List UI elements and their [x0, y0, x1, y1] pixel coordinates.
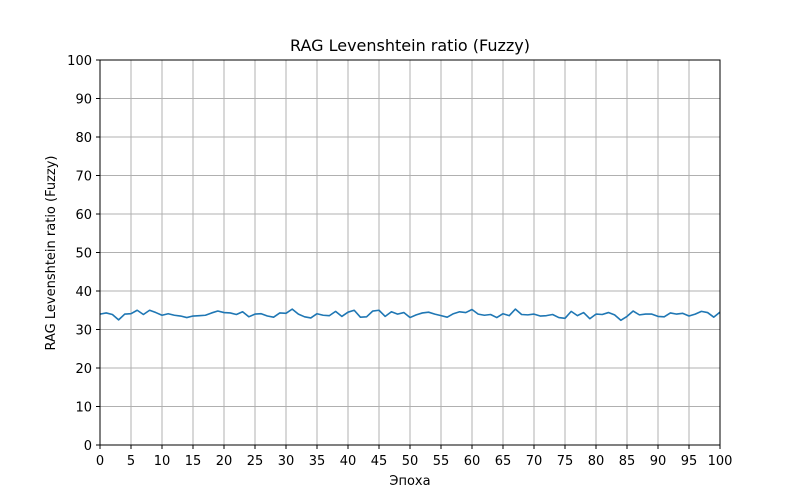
x-tick-label: 40	[340, 454, 357, 469]
x-axis-label: Эпоха	[389, 474, 430, 489]
x-tick-label: 50	[402, 454, 419, 469]
y-tick-label: 100	[67, 54, 92, 69]
x-tick-label: 80	[588, 454, 605, 469]
y-axis-label: RAG Levenshtein ratio (Fuzzy)	[44, 155, 59, 350]
y-tick-label: 20	[75, 362, 92, 377]
x-tick-label: 25	[247, 454, 264, 469]
x-tick-label: 65	[495, 454, 512, 469]
y-tick-label: 90	[75, 93, 92, 108]
y-tick-label: 0	[84, 439, 92, 454]
y-tick-label: 60	[75, 208, 92, 223]
x-tick-label: 0	[96, 454, 104, 469]
x-tick-label: 75	[557, 454, 574, 469]
x-tick-label: 30	[278, 454, 295, 469]
x-tick-label: 95	[681, 454, 698, 469]
x-tick-label: 20	[216, 454, 233, 469]
x-tick-label: 5	[127, 454, 135, 469]
x-tick-label: 70	[526, 454, 543, 469]
x-tick-label: 85	[619, 454, 636, 469]
y-tick-label: 70	[75, 170, 92, 185]
series-line	[99, 308, 721, 322]
y-tick-label: 40	[75, 285, 92, 300]
x-tick-label: 55	[433, 454, 450, 469]
y-tick-label: 80	[75, 131, 92, 146]
x-tick-label: 10	[154, 454, 171, 469]
x-tick-label: 60	[464, 454, 481, 469]
chart-title: RAG Levenshtein ratio (Fuzzy)	[290, 36, 530, 55]
x-tick-label: 35	[309, 454, 326, 469]
x-tick-label: 100	[708, 454, 733, 469]
y-tick-label: 50	[75, 247, 92, 262]
y-axis-ticks: 0 10 20 30 40 50 60 70 80 90 100	[67, 54, 100, 454]
y-tick-label: 10	[75, 401, 92, 416]
y-tick-label: 30	[75, 324, 92, 339]
x-tick-label: 45	[371, 454, 388, 469]
x-tick-label: 90	[650, 454, 667, 469]
x-axis-ticks: 0 5 10 15 20 25 30 35 40 45 50 55 60 65 70 75 80 85 90 95 10…	[96, 445, 733, 469]
series-layer	[99, 308, 721, 322]
grid	[99, 59, 721, 446]
x-tick-label: 15	[185, 454, 202, 469]
